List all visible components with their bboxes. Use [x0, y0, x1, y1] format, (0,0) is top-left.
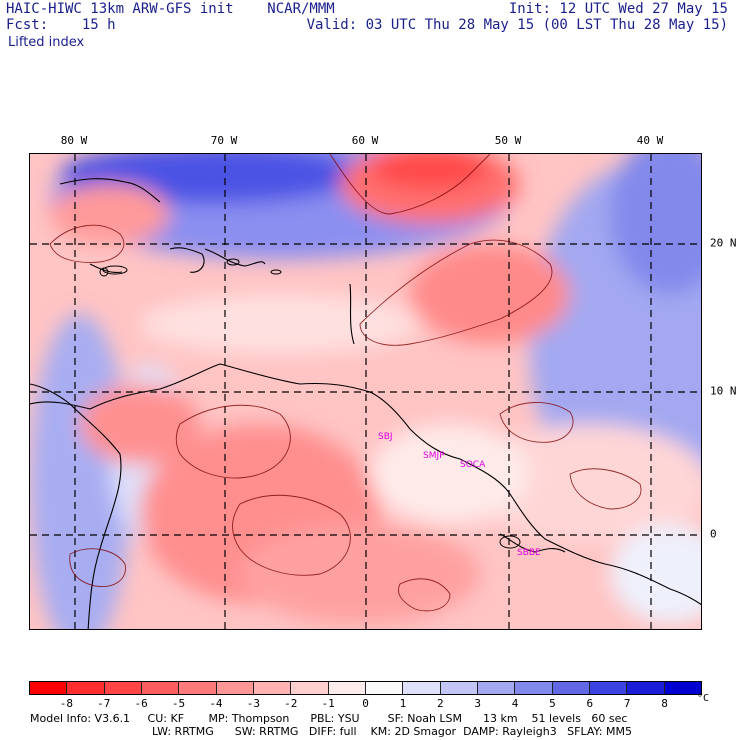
colorbar-tick-label: 7	[623, 697, 631, 710]
coast-islands	[99, 258, 521, 549]
colorbar-swatch	[30, 682, 68, 694]
field-name: Lifted index	[8, 35, 85, 50]
lon-label-50w: 50 W	[494, 134, 522, 147]
colorbar-swatch	[440, 682, 478, 694]
colorbar-swatch	[179, 682, 217, 694]
lon-label-80w: 80 W	[60, 134, 88, 147]
colorbar-swatch	[477, 682, 516, 694]
colorbar-swatch	[141, 682, 180, 694]
colorbar-tick-label: -1	[321, 697, 335, 710]
colorbar-swatch	[515, 682, 553, 694]
colorbar-tick-label: 3	[474, 697, 481, 710]
colorbar-tick-label: 2	[436, 697, 444, 710]
lon-label-40w: 40 W	[636, 134, 664, 147]
station-label: SMJP	[423, 451, 445, 461]
colorbar-swatch	[664, 682, 701, 694]
model-title: HAIC-HIWC 13km ARW-GFS init NCAR/MMM	[6, 1, 335, 17]
lat-label-20n: 20 N	[710, 236, 737, 250]
colorbar-swatch	[216, 682, 254, 694]
lon-label-60w: 60 W	[351, 134, 379, 147]
colorbar-tick-label: 8	[661, 697, 668, 710]
colorbar-tick-label: 1	[399, 697, 407, 710]
colorbar-swatch	[104, 682, 142, 694]
colorbar-swatch	[253, 682, 292, 694]
valid-time: Valid: 03 UTC Thu 28 May 15 (00 LST Thu …	[306, 17, 728, 33]
map-canvas	[30, 154, 701, 629]
lat-label-10n: 10 N	[710, 384, 737, 398]
colorbar-swatch	[67, 682, 105, 694]
colorbar-swatch	[627, 682, 665, 694]
lon-label-70w: 70 W	[210, 134, 238, 147]
lat-label-0: 0	[710, 527, 717, 541]
coastlines	[30, 178, 701, 629]
colorbar-tick-label: -5	[171, 697, 186, 710]
colorbar-tick-label: 4	[511, 697, 519, 710]
model-info-line2: LW: RRTMG SW: RRTMG DIFF: full KM: 2D Sm…	[152, 725, 632, 738]
colorbar-tick-label: -6	[134, 697, 148, 710]
forecast-hour: Fcst: 15 h	[6, 17, 116, 33]
colorbar-tick-label: -4	[209, 697, 223, 710]
model-info-line1: Model Info: V3.6.1 CU: KF MP: Thompson P…	[30, 712, 628, 725]
colorbar-swatch	[403, 682, 441, 694]
colorbar-tick-label: -2	[284, 697, 298, 710]
colorbar-tick-label: 0	[362, 697, 369, 710]
colorbar-swatch	[365, 682, 404, 694]
colorbar-unit: °C	[697, 693, 710, 704]
colorbar-swatch	[328, 682, 366, 694]
colorbar-tick-label: -7	[97, 697, 111, 710]
lifted-index-map: SBJ SMJP SOCA SBBE	[29, 153, 702, 630]
init-time: Init: 12 UTC Wed 27 May 15	[508, 1, 728, 17]
colorbar-swatch	[589, 682, 628, 694]
colorbar-tick-label: -3	[246, 697, 260, 710]
station-label: SBJ	[378, 432, 393, 442]
contour-lines	[49, 154, 642, 612]
colorbar-tick-label: 5	[549, 697, 556, 710]
colorbar	[29, 681, 702, 695]
station-label: SOCA	[460, 460, 486, 470]
colorbar-swatch	[291, 682, 329, 694]
colorbar-tick-label: -8	[59, 697, 73, 710]
station-label: SBBE	[517, 548, 541, 558]
field-shading	[30, 154, 701, 629]
colorbar-swatch	[552, 682, 590, 694]
colorbar-tick-label: 6	[586, 697, 594, 710]
